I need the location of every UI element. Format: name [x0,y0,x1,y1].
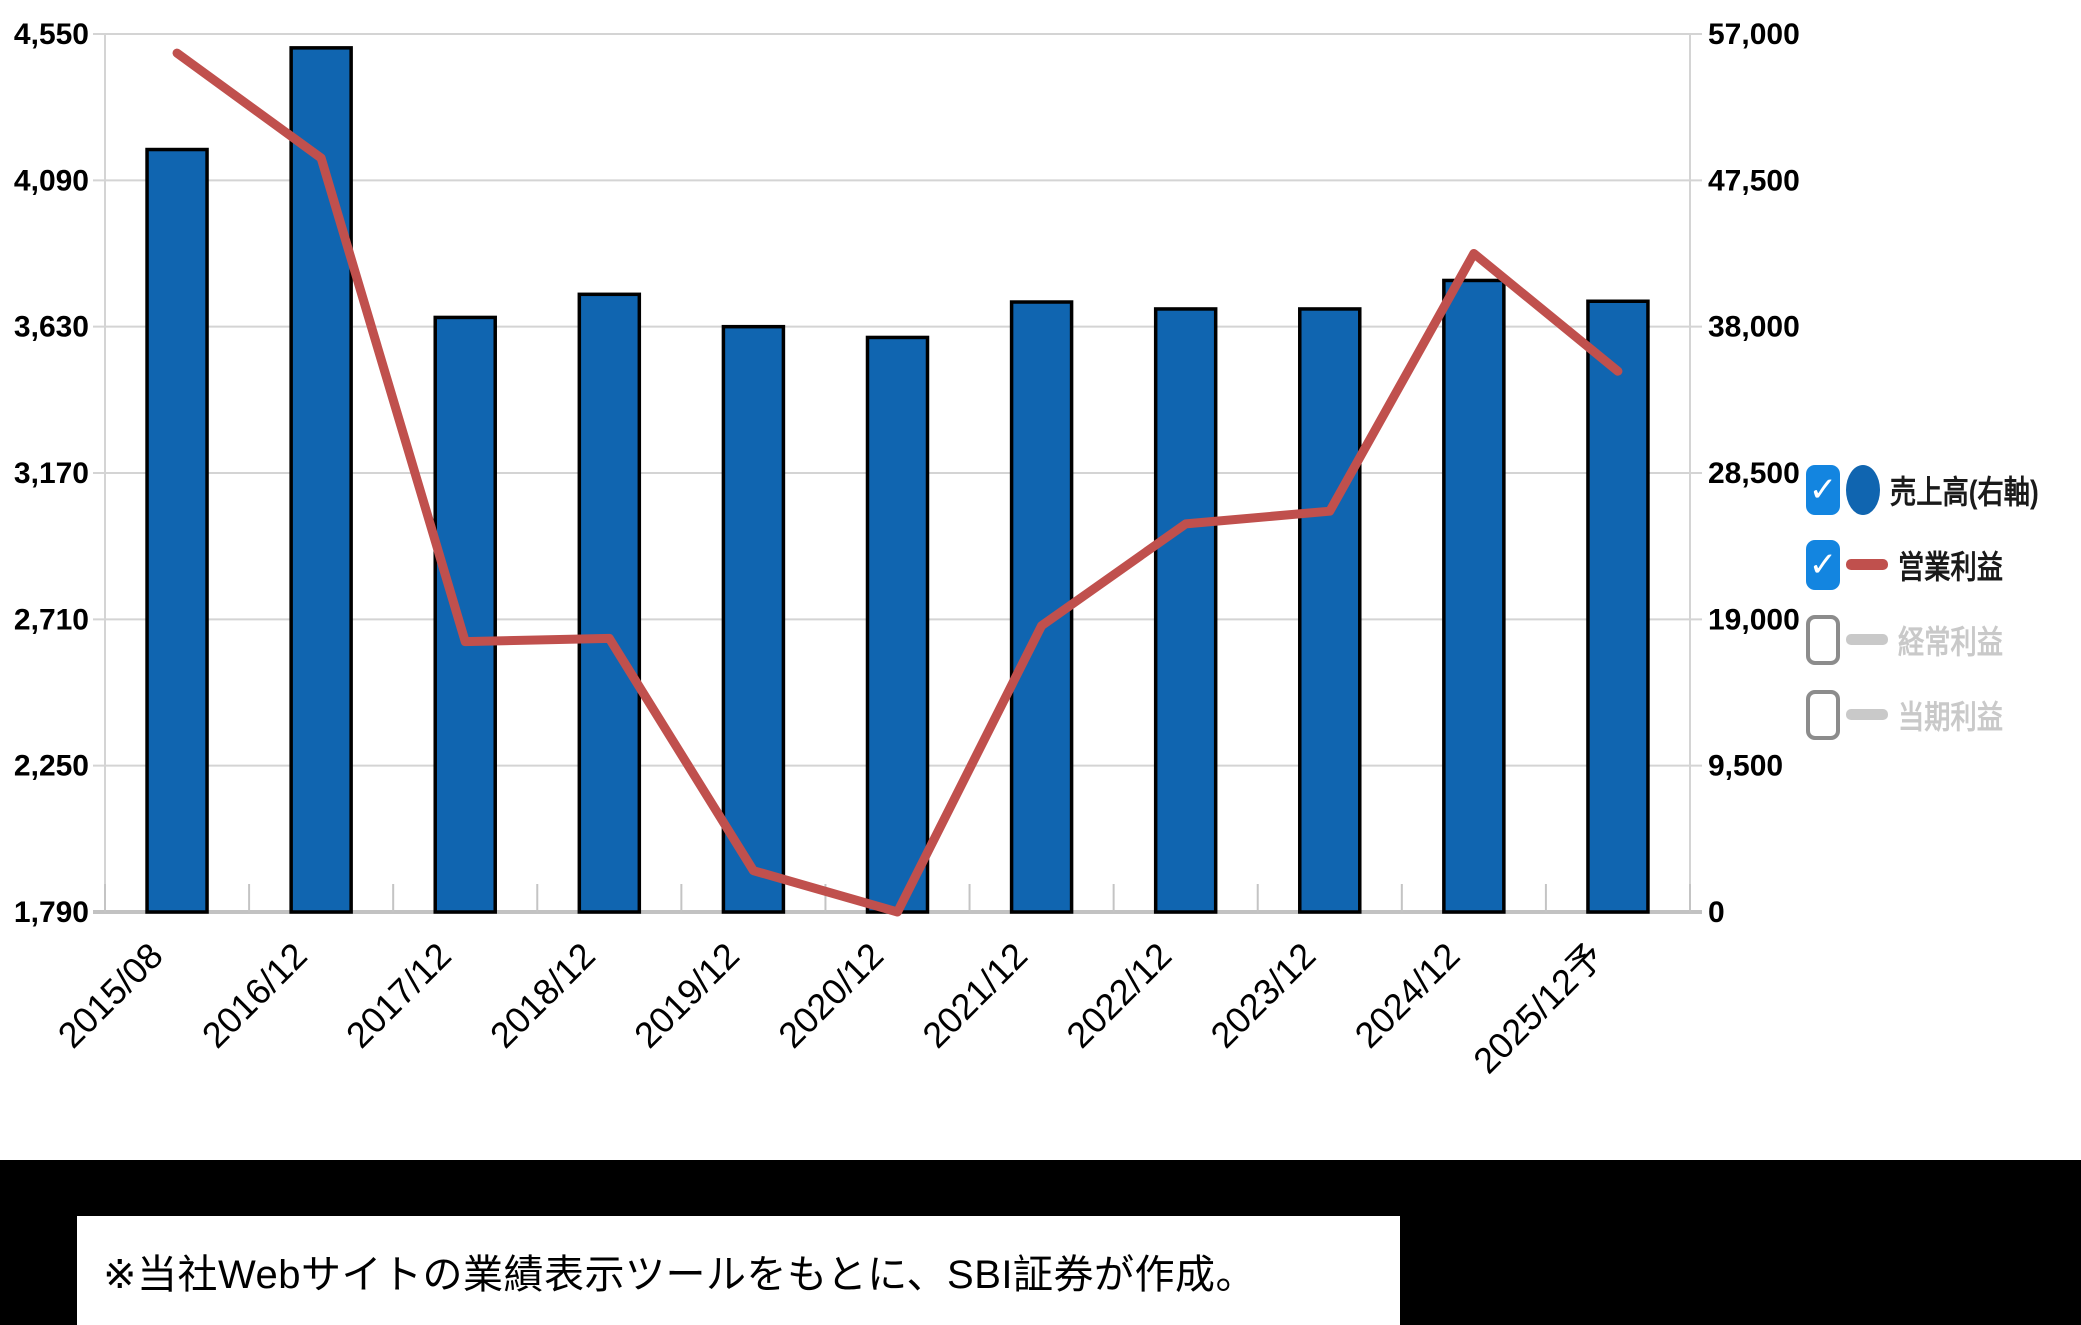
bar-2017/12[interactable] [433,315,497,914]
right-axis-tick-label: 9,500 [1708,750,1783,783]
right-axis-tick-label: 19,000 [1708,603,1800,636]
left-axis-tick-label: 1,790 [14,896,89,929]
left-axis-tick-label: 2,710 [14,603,89,636]
left-axis-tick-label: 3,630 [14,311,89,344]
ordinary-profit-checkbox[interactable]: ✓ [1806,614,1840,665]
x-axis-label-2018/12: 2018/12 [482,935,603,1056]
right-axis-tick-label: 47,500 [1708,164,1800,197]
bar-2016/12[interactable] [289,46,353,914]
revenue-circle-marker-icon [1846,464,1880,515]
legend-item-revenue[interactable]: ✓ 売上高(右軸) [1806,452,2081,527]
left-axis-tick-label: 2,250 [14,750,89,783]
x-axis-label-2022/12: 2022/12 [1058,935,1179,1056]
x-axis-label-2020/12: 2020/12 [770,935,891,1056]
chart-plot-area: 4,550 57,000 4,090 47,500 3,630 38,000 3,170 28… [14,18,1800,1081]
x-axis-label-2023/12: 2023/12 [1202,935,1323,1056]
legend-label-operating-profit[interactable]: 営業利益 [1898,548,2003,585]
chart-legend: ✓ 売上高(右軸) ✓ 営業利益 ✓ 経常利益 ✓ 当期利益 [1806,452,2081,752]
right-axis-tick-label: 28,500 [1708,457,1800,490]
x-axis-label-2017/12: 2017/12 [338,935,459,1056]
legend-item-net-profit[interactable]: ✓ 当期利益 [1806,677,2081,752]
x-axis-label-2015/08: 2015/08 [50,935,171,1056]
bar-2019/12[interactable] [721,324,786,914]
x-axis-label-2024/12: 2024/12 [1347,935,1468,1056]
bar-2018/12[interactable] [577,292,642,914]
net-profit-checkbox[interactable]: ✓ [1806,689,1840,740]
operating-profit-checkbox[interactable]: ✓ [1806,539,1840,590]
legend-label-net-profit[interactable]: 当期利益 [1898,698,2003,735]
x-axis-label-2019/12: 2019/12 [626,935,747,1056]
bar-2020/12[interactable] [865,335,930,914]
bar-2022/12[interactable] [1153,307,1218,914]
legend-item-ordinary-profit[interactable]: ✓ 経常利益 [1806,602,2081,677]
bar-2015/08[interactable] [145,147,209,914]
source-note-text: ※当社Webサイトの業績表示ツールをもとに、SBI証券が作成。 [103,1253,1257,1297]
checkmark-icon: ✓ [1808,545,1838,584]
right-axis-tick-label: 0 [1708,896,1725,929]
operating-profit-line [172,48,1623,917]
revenue-checkbox[interactable]: ✓ [1806,464,1840,515]
ordinary-profit-line-marker-icon [1846,634,1888,645]
legend-label-ordinary-profit[interactable]: 経常利益 [1898,623,2003,660]
left-axis-tick-label: 3,170 [14,457,89,490]
legend-label-revenue[interactable]: 売上高(右軸) [1890,473,2039,510]
checkmark-icon: ✓ [1808,470,1838,509]
bar-2023/12[interactable] [1298,307,1362,914]
bar-2024/12[interactable] [1442,278,1506,914]
legend-item-operating-profit[interactable]: ✓ 営業利益 [1806,527,2081,602]
right-axis-tick-label: 38,000 [1708,311,1800,344]
x-axis-label-2016/12: 2016/12 [194,935,315,1056]
bar-2025/12予[interactable] [1586,299,1650,914]
x-axis-label-2025/12予: 2025/12予 [1465,935,1611,1081]
x-axis-label-2021/12: 2021/12 [914,935,1035,1056]
left-axis-tick-label: 4,090 [14,164,89,197]
left-axis-tick-label: 4,550 [14,18,89,51]
source-note-box: ※当社Webサイトの業績表示ツールをもとに、SBI証券が作成。 [77,1216,1400,1325]
net-profit-line-marker-icon [1846,709,1888,720]
operating-profit-line-marker-icon [1846,559,1888,570]
right-axis-tick-label: 57,000 [1708,18,1800,51]
